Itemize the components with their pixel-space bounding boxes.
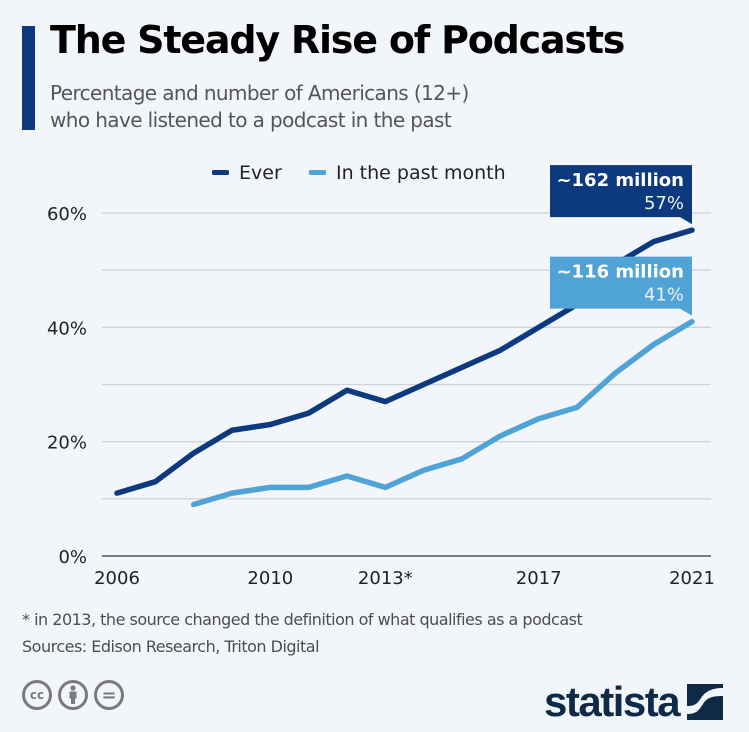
callout-value: 57% [644,193,684,214]
nd-icon-label: = [101,684,117,706]
sources-text: Sources: Edison Research, Triton Digital [22,637,320,656]
license-icons: cc = [22,680,124,710]
callout-box [550,256,692,316]
callout-box [550,165,692,225]
title-accent-bar [22,26,35,130]
callout-value: 41% [644,285,684,306]
x-tick-label: 2021 [669,568,715,589]
x-tick-label: 2013* [358,568,413,589]
line-chart: 0% 20% 40% 60% 2006 2010 2013* 2017 2021 Ever In… [47,162,715,589]
callout-label: ~162 million [556,170,684,191]
attribution-icon[interactable] [58,680,88,710]
legend-label: Ever [239,162,282,184]
x-tick-label: 2010 [247,568,293,589]
statista-mark-icon [687,684,724,720]
x-axis-ticks: 2006 2010 2013* 2017 2021 [94,568,715,589]
subtitle-line-1: Percentage and number of Americans (12+) [50,81,469,105]
person-icon [69,685,77,704]
chart-subtitle: Percentage and number of Americans (12+)… [50,80,469,134]
callout-label: ~116 million [556,262,684,283]
chart-title: The Steady Rise of Podcasts [50,18,625,62]
logo-text: statista [544,678,681,725]
legend-swatch [212,170,229,175]
y-tick-label: 60% [47,204,87,225]
x-tick-label: 2006 [94,568,140,589]
y-tick-label: 20% [47,433,87,454]
footnote-text: * in 2013, the source changed the defini… [22,610,583,629]
statista-logo[interactable]: statista [544,678,724,726]
legend-label: In the past month [336,162,506,184]
cc-icon[interactable]: cc [22,680,52,710]
x-tick-label: 2017 [516,568,562,589]
y-tick-label: 0% [58,547,87,568]
subtitle-line-2: who have listened to a podcast in the pa… [50,108,452,132]
y-tick-label: 40% [47,318,87,339]
footnote: * in 2013, the source changed the defini… [22,606,583,660]
legend: Ever In the past month [212,162,506,184]
series-line-past-month [190,318,695,508]
legend-swatch [309,170,326,175]
cc-icon-label: cc [29,688,45,702]
y-axis-ticks: 0% 20% 40% 60% [47,204,87,568]
no-derivatives-icon[interactable]: = [94,680,124,710]
